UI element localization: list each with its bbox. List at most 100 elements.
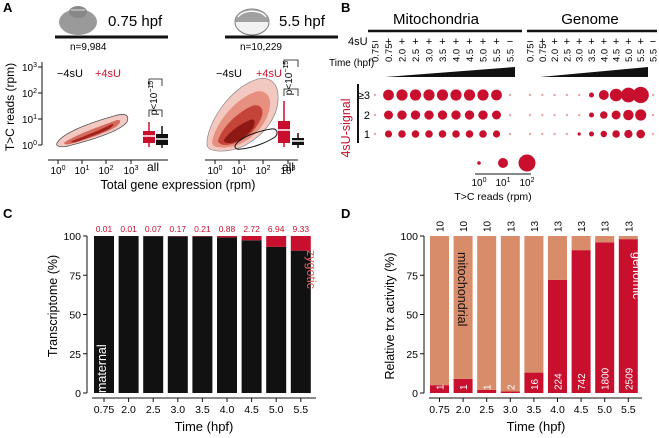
dot-genome <box>651 132 655 136</box>
time-genome: 2.5 <box>562 49 573 62</box>
bar-top-label: 0.01 <box>96 224 113 234</box>
time-genome: 0.75 <box>538 44 549 63</box>
time-mito: 2.0 <box>398 49 409 62</box>
time-genome: 3.0 <box>575 49 586 62</box>
bar-inner-label: 2509 <box>624 367 635 390</box>
all-label-075: all <box>147 160 159 174</box>
xtick-label: 5.0 <box>597 404 612 416</box>
ytick-label: 75 <box>69 270 81 282</box>
xtick-label: 2.5 <box>146 404 161 416</box>
time-genome: 4.0 <box>599 49 610 62</box>
bar-mitochondrial <box>524 236 544 373</box>
time-mito: 5.0 <box>479 49 490 62</box>
signal-level-label: 2 <box>364 110 370 122</box>
dot-genome <box>528 113 532 117</box>
dot-mito <box>465 130 474 138</box>
bar-inner-label: 1800 <box>601 367 612 390</box>
time-genome: 5.5 <box>649 49 659 62</box>
dot-genome <box>565 113 569 117</box>
bar-top-label: 10 <box>436 220 447 232</box>
sign-mito: + <box>412 36 418 48</box>
panel-c-xlabel: Time (hpf) <box>175 419 234 434</box>
dot-genome <box>609 88 623 102</box>
dot-genome <box>528 93 532 97</box>
sign-genome: + <box>625 36 631 48</box>
dot-genome <box>621 87 636 103</box>
dot-mito <box>492 110 501 120</box>
panel-a-ylabel: T>C reads (rpm) <box>3 63 17 151</box>
boxplot-075 <box>143 78 168 148</box>
bar-zygotic <box>266 236 287 247</box>
sign-mito: + <box>399 36 405 48</box>
sign-mito: + <box>385 36 391 48</box>
sign-genome: + <box>576 36 582 48</box>
pvalue-55-base: p<10 <box>284 72 295 95</box>
ytick-label: 50 <box>406 310 418 322</box>
bar-genomic <box>618 239 638 393</box>
pvalue-075: p<10−15 <box>148 81 160 116</box>
bar-maternal <box>241 240 262 393</box>
dot-mito <box>384 130 393 138</box>
bar-mitochondrial <box>548 236 567 280</box>
bar-genomic <box>571 250 591 393</box>
time-genome: 5.5 <box>636 49 647 62</box>
ytick-label: 100 <box>400 231 418 243</box>
dot-mito <box>409 89 422 101</box>
bar-mitochondrial <box>500 236 520 392</box>
bar-inner-label: 16 <box>530 378 541 390</box>
bar-maternal <box>217 237 237 393</box>
panel-a: A 0.75 hpf 5.5 hpf n=9,984 n=10,229 T>C … <box>3 0 338 192</box>
bar-genomic <box>524 372 544 393</box>
xtick-label: 3.5 <box>195 404 210 416</box>
panel-c-ylabel: Transcriptome (%) <box>46 255 60 357</box>
mitochondrial-label: mitochondrial <box>455 252 469 326</box>
stage-55-label: 5.5 hpf <box>279 13 326 30</box>
xtick-label: 4.5 <box>244 404 259 416</box>
a-xtick-label: 102 <box>98 165 113 177</box>
time-mito: 2.5 <box>411 49 422 62</box>
legend-tick-label: 102 <box>519 177 534 189</box>
a-ytick-label: 103 <box>22 62 37 74</box>
dot-mito <box>478 110 488 120</box>
bar-maternal <box>118 236 139 393</box>
time-ramp-genome <box>540 67 648 77</box>
bar-top-label: 0.88 <box>219 224 236 234</box>
ytick-label: 0 <box>75 388 81 400</box>
time-mito: 5.5 <box>506 49 517 62</box>
sign-genome: + <box>551 36 557 48</box>
bar-top-label: 0.17 <box>170 224 187 234</box>
dot-mito <box>508 132 512 136</box>
dot-mito <box>425 130 433 138</box>
bar-top-label: 13 <box>506 220 517 232</box>
panel-a-xticks: 100 101 102 103 100 101 102 103 <box>50 160 296 177</box>
a-ytick-label: 100 <box>22 140 37 152</box>
time-genome: 0.75 <box>526 44 537 63</box>
all-label-55: all <box>282 160 294 174</box>
panel-a-xlabel: Total gene expression (rpm) <box>101 178 256 192</box>
pvalue-55: p<10−15 <box>283 61 295 96</box>
dot-genome <box>578 113 581 117</box>
density-plot-075 <box>56 114 129 148</box>
xtick-label: 2.0 <box>456 404 471 416</box>
legend-tick-label: 101 <box>495 177 510 189</box>
sign-genome: + <box>637 36 643 48</box>
sign-mito: + <box>426 36 432 48</box>
a-xtick-label: 101 <box>231 165 246 177</box>
bar-inner-label: 1 <box>483 384 494 390</box>
bar-mitochondrial <box>477 236 497 390</box>
minus-4su-label-55: −4sU <box>216 68 242 80</box>
genomic-label: genomic <box>630 252 644 299</box>
bar-mitochondrial <box>453 236 473 379</box>
time-genome: 2.0 <box>550 49 561 62</box>
dot-genome <box>541 113 544 117</box>
bar-inner-label: 2 <box>506 384 517 390</box>
dot-genome <box>600 130 608 138</box>
time-mito: 3.0 <box>425 49 436 62</box>
panel-b: B Mitochondria Genome 4sU Time (hpf) −0.… <box>329 0 659 203</box>
stage-075-label: 0.75 hpf <box>108 13 163 30</box>
dot-genome <box>578 93 581 97</box>
panel-d-xlabel: Time (hpf) <box>507 419 566 434</box>
bar-maternal <box>266 246 287 393</box>
ytick-label: 25 <box>406 349 418 361</box>
dot-mito <box>373 132 377 136</box>
